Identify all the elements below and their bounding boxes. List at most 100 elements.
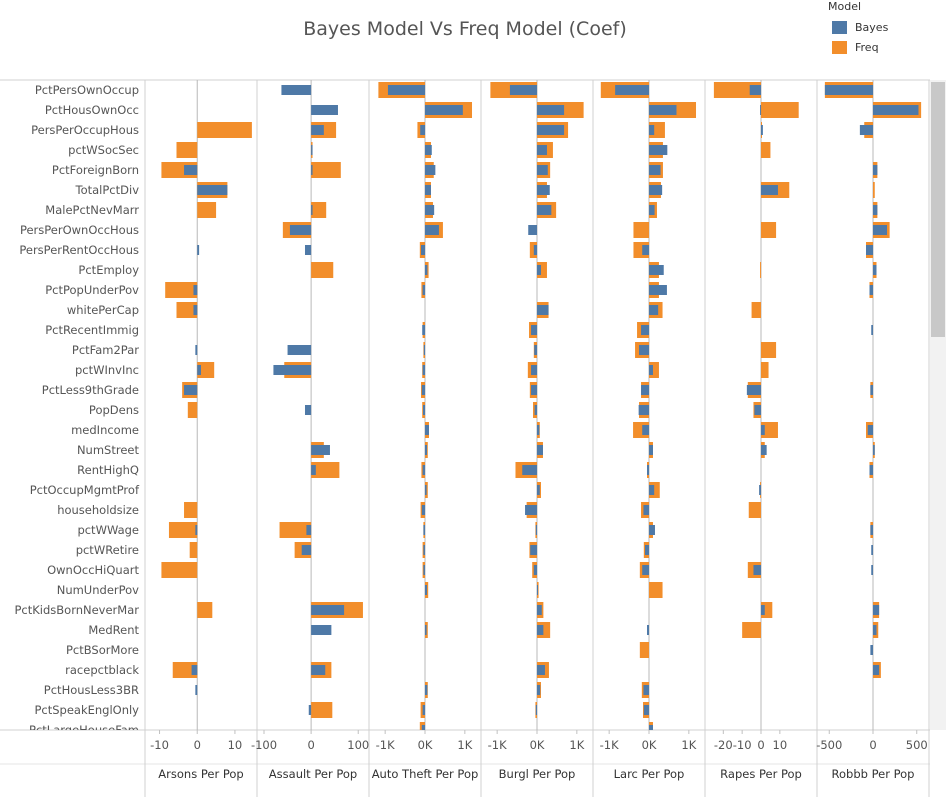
bayes-bar[interactable] [870,525,873,535]
bayes-bar[interactable] [641,325,649,335]
bayes-bar[interactable] [537,125,565,135]
bayes-bar[interactable] [387,85,425,95]
bayes-bar[interactable] [509,85,537,95]
freq-bar[interactable] [537,262,547,278]
bayes-bar[interactable] [537,685,541,695]
bayes-bar[interactable] [824,85,873,95]
bayes-bar[interactable] [649,125,655,135]
bayes-bar[interactable] [873,625,877,635]
bayes-bar[interactable] [422,365,425,375]
bayes-bar[interactable] [311,125,324,135]
bayes-bar[interactable] [537,625,544,635]
freq-bar[interactable] [165,282,198,298]
bayes-bar[interactable] [869,285,874,295]
bayes-bar[interactable] [870,645,873,655]
bayes-bar[interactable] [197,185,228,195]
bayes-bar[interactable] [643,505,649,515]
bayes-bar[interactable] [873,605,880,615]
bayes-bar[interactable] [649,365,653,375]
bayes-bar[interactable] [761,125,763,135]
freq-bar[interactable] [187,402,198,418]
bayes-bar[interactable] [425,585,427,595]
freq-bar[interactable] [176,142,198,158]
bayes-bar[interactable] [420,125,425,135]
bayes-bar[interactable] [873,165,878,175]
bayes-bar[interactable] [195,345,198,355]
bayes-bar[interactable] [870,385,873,395]
freq-bar[interactable] [279,522,312,538]
bayes-bar[interactable] [311,165,313,175]
bayes-bar[interactable] [537,185,550,195]
bayes-bar[interactable] [761,605,765,615]
bayes-bar[interactable] [193,285,198,295]
bayes-bar[interactable] [754,405,761,415]
freq-bar[interactable] [189,542,198,558]
freq-bar[interactable] [761,422,778,438]
bayes-bar[interactable] [311,445,330,455]
bayes-bar[interactable] [866,245,873,255]
bayes-bar[interactable] [649,105,677,115]
bayes-bar[interactable] [425,625,427,635]
freq-bar[interactable] [649,482,660,498]
bayes-bar[interactable] [423,545,425,555]
bayes-bar[interactable] [311,625,332,635]
bayes-bar[interactable] [191,665,198,675]
bayes-bar[interactable] [304,245,312,255]
bayes-bar[interactable] [537,665,545,675]
bayes-bar[interactable] [311,105,338,115]
bayes-bar[interactable] [530,545,537,555]
bayes-bar[interactable] [531,325,537,335]
freq-bar[interactable] [176,302,198,318]
bayes-bar[interactable] [301,545,312,555]
bayes-bar[interactable] [867,425,873,435]
bayes-bar[interactable] [873,105,919,115]
bayes-bar[interactable] [761,445,767,455]
bayes-bar[interactable] [287,345,312,355]
freq-bar[interactable] [311,462,340,478]
bayes-bar[interactable] [649,725,653,735]
bayes-bar[interactable] [749,85,761,95]
bayes-bar[interactable] [537,265,541,275]
bayes-bar[interactable] [641,385,649,395]
bayes-bar[interactable] [615,85,649,95]
legend[interactable]: Model Bayes Freq [828,0,888,57]
bayes-bar[interactable] [421,725,425,735]
bayes-bar[interactable] [643,685,649,695]
bayes-bar[interactable] [306,525,312,535]
bayes-bar[interactable] [425,425,429,435]
bayes-bar[interactable] [649,285,667,295]
freq-bar[interactable] [633,222,649,238]
bayes-bar[interactable] [311,205,313,215]
freq-bar[interactable] [649,582,663,598]
bayes-bar[interactable] [525,505,537,515]
freq-bar[interactable] [761,142,771,158]
bayes-bar[interactable] [642,425,649,435]
freq-bar[interactable] [713,82,761,98]
bayes-bar[interactable] [422,465,425,475]
bayes-bar[interactable] [195,685,198,695]
freq-bar[interactable] [197,602,213,618]
bayes-bar[interactable] [537,605,542,615]
bayes-bar[interactable] [425,145,432,155]
freq-bar[interactable] [761,102,799,118]
bayes-bar[interactable] [422,325,425,335]
bayes-bar[interactable] [649,485,655,495]
bayes-bar[interactable] [753,565,761,575]
freq-bar[interactable] [649,362,659,378]
bayes-bar[interactable] [423,525,425,535]
bayes-bar[interactable] [537,425,540,435]
bayes-bar[interactable] [184,165,198,175]
bayes-bar[interactable] [425,445,427,455]
freq-bar[interactable] [172,662,198,678]
bayes-bar[interactable] [184,385,198,395]
freq-bar[interactable] [748,502,761,518]
legend-item-freq[interactable]: Freq [828,37,888,57]
bayes-bar[interactable] [761,425,765,435]
bayes-bar[interactable] [761,185,778,195]
bayes-bar[interactable] [647,625,649,635]
bayes-bar[interactable] [425,105,463,115]
freq-bar[interactable] [761,602,773,618]
bayes-bar[interactable] [425,185,431,195]
bayes-bar[interactable] [421,505,425,515]
bayes-bar[interactable] [537,145,547,155]
